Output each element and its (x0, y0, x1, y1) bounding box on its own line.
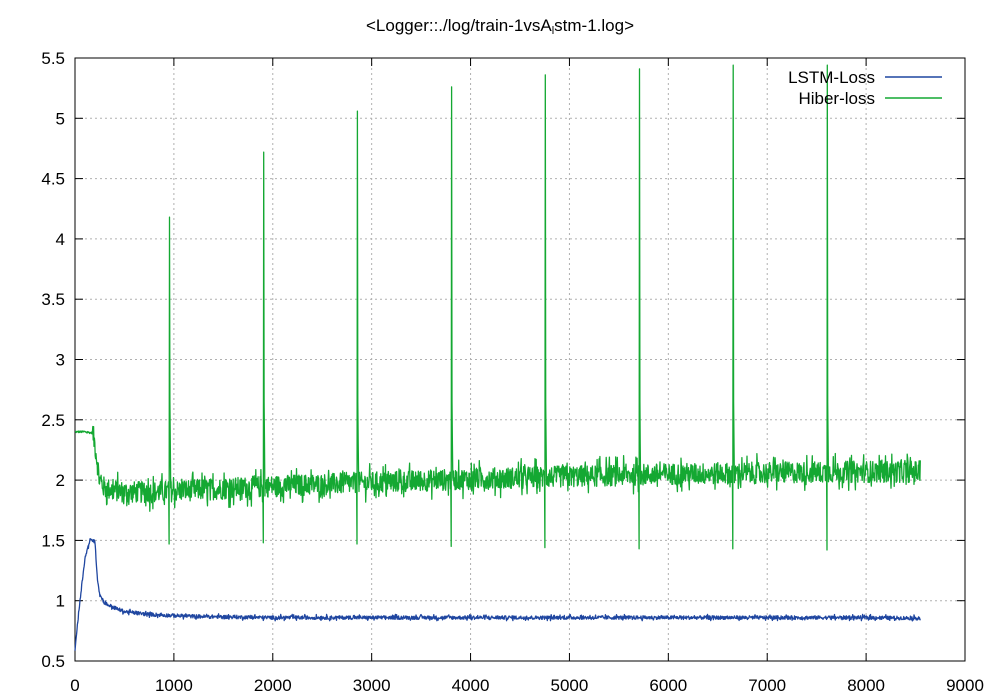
x-tick-label: 1000 (155, 676, 193, 695)
y-tick-label: 1.5 (41, 531, 65, 550)
chart-title-text-end: stm-1.log> (554, 16, 634, 35)
y-tick-label: 2 (56, 471, 65, 490)
legend: LSTM-Loss Hiber-loss (788, 68, 942, 108)
series-lines (74, 64, 921, 651)
y-tick-label: 3 (56, 351, 65, 370)
y-tick-label: 5 (56, 109, 65, 128)
x-tick-label: 9000 (946, 676, 984, 695)
grid (75, 58, 965, 661)
y-tick-label: 1 (56, 592, 65, 611)
y-tick-label: 3.5 (41, 290, 65, 309)
x-tick-label: 5000 (551, 676, 589, 695)
legend-label: Hiber-loss (798, 89, 875, 108)
x-tick-label: 6000 (649, 676, 687, 695)
x-tick-label: 2000 (254, 676, 292, 695)
series-line-hiber-loss (74, 64, 921, 551)
x-tick-label: 3000 (353, 676, 391, 695)
legend-label: LSTM-Loss (788, 68, 875, 87)
chart-title: <Logger::./log/train-1vsAlstm-1.log> (0, 16, 1000, 37)
y-tick-label: 2.5 (41, 411, 65, 430)
y-tick-label: 4 (56, 230, 65, 249)
series-line-lstm-loss (74, 538, 921, 651)
x-tick-label: 4000 (452, 676, 490, 695)
x-tick-label: 0 (70, 676, 79, 695)
chart-title-text: <Logger::./log/train-1vsA (366, 16, 552, 35)
y-tick-label: 4.5 (41, 170, 65, 189)
x-tick-label: 8000 (847, 676, 885, 695)
y-tick-label: 0.5 (41, 652, 65, 671)
y-tick-label: 5.5 (41, 49, 65, 68)
x-tick-label: 7000 (748, 676, 786, 695)
axis-ticks: 0 1000 2000 3000 4000 5000 6000 7000 8000 9000 0.5… (41, 49, 984, 695)
chart-title-subscript: l (551, 25, 555, 37)
